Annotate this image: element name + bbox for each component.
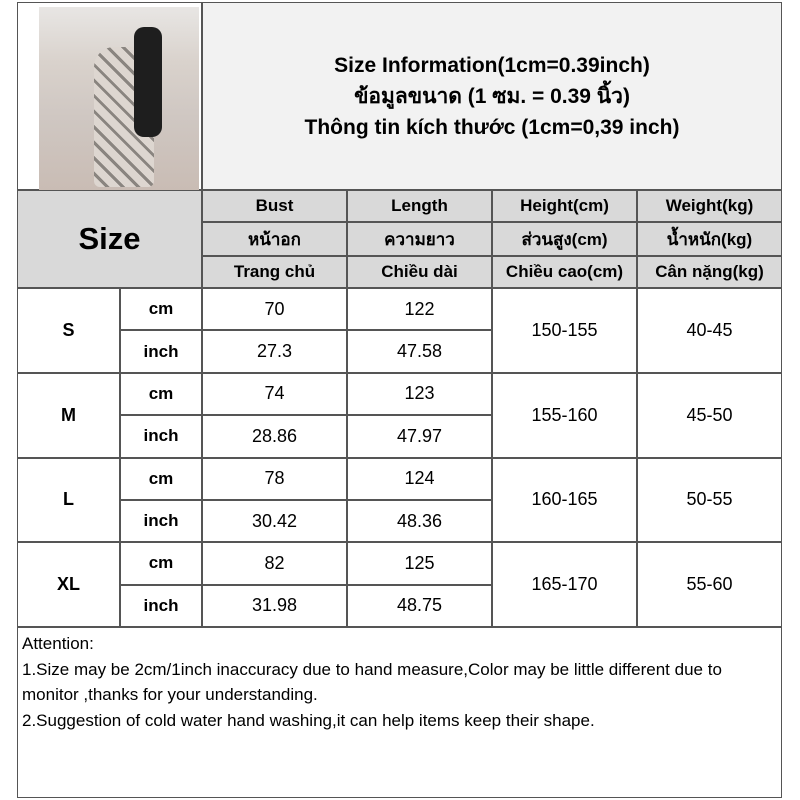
column-header: ส่วนสูง(cm)	[492, 222, 637, 256]
bust-inch: 27.3	[202, 330, 347, 373]
weight-range: 40-45	[637, 288, 782, 373]
size-label: M	[17, 372, 120, 458]
product-photo	[17, 2, 202, 191]
column-header: Weight(kg)	[637, 190, 782, 222]
bust-cm: 74	[202, 372, 347, 416]
unit-cm: cm	[120, 288, 202, 331]
unit-inch: inch	[120, 584, 202, 627]
weight-range: 55-60	[637, 542, 782, 627]
height-range: 155-160	[492, 372, 637, 458]
unit-cm: cm	[120, 457, 202, 500]
attention-heading: Attention:	[22, 634, 94, 653]
height-range: 160-165	[492, 457, 637, 543]
attention-note-1: 1.Size may be 2cm/1inch inaccuracy due t…	[22, 659, 722, 705]
size-header: Size	[17, 190, 202, 288]
bust-cm: 82	[202, 542, 347, 585]
column-header: Chiều cao(cm)	[492, 256, 637, 288]
bust-inch: 28.86	[202, 415, 347, 458]
bust-inch: 31.98	[202, 584, 347, 627]
length-cm: 122	[347, 288, 492, 331]
size-label: S	[17, 288, 120, 373]
column-header: Length	[347, 190, 492, 222]
attention-notes: Attention: 1.Size may be 2cm/1inch inacc…	[17, 627, 782, 798]
size-info-title: Size Information(1cm=0.39inch) ข้อมูลขนา…	[202, 2, 782, 190]
title-vi: Thông tin kích thước (1cm=0,39 inch)	[304, 115, 680, 139]
column-header: Bust	[202, 190, 347, 222]
height-range: 165-170	[492, 542, 637, 627]
title-en: Size Information(1cm=0.39inch)	[334, 53, 650, 77]
unit-inch: inch	[120, 415, 202, 458]
size-label: XL	[17, 542, 120, 627]
length-cm: 125	[347, 542, 492, 585]
column-header: หน้าอก	[202, 222, 347, 256]
product-image	[39, 7, 199, 191]
unit-inch: inch	[120, 499, 202, 543]
length-inch: 47.97	[347, 415, 492, 458]
length-cm: 124	[347, 457, 492, 500]
title-th: ข้อมูลขนาด (1 ซม. = 0.39 นิ้ว)	[354, 84, 630, 108]
column-header: Trang chủ	[202, 256, 347, 288]
bust-cm: 78	[202, 457, 347, 500]
weight-range: 50-55	[637, 457, 782, 543]
unit-inch: inch	[120, 330, 202, 373]
length-inch: 47.58	[347, 330, 492, 373]
size-label: L	[17, 457, 120, 543]
length-inch: 48.75	[347, 584, 492, 627]
column-header: Cân nặng(kg)	[637, 256, 782, 288]
length-inch: 48.36	[347, 499, 492, 543]
column-header: น้ำหนัก(kg)	[637, 222, 782, 256]
weight-range: 45-50	[637, 372, 782, 458]
column-header: Height(cm)	[492, 190, 637, 222]
bust-cm: 70	[202, 288, 347, 331]
attention-note-2: 2.Suggestion of cold water hand washing,…	[22, 710, 595, 730]
unit-cm: cm	[120, 542, 202, 585]
bust-inch: 30.42	[202, 499, 347, 543]
column-header: ความยาว	[347, 222, 492, 256]
unit-cm: cm	[120, 372, 202, 416]
length-cm: 123	[347, 372, 492, 416]
height-range: 150-155	[492, 288, 637, 373]
column-header: Chiều dài	[347, 256, 492, 288]
